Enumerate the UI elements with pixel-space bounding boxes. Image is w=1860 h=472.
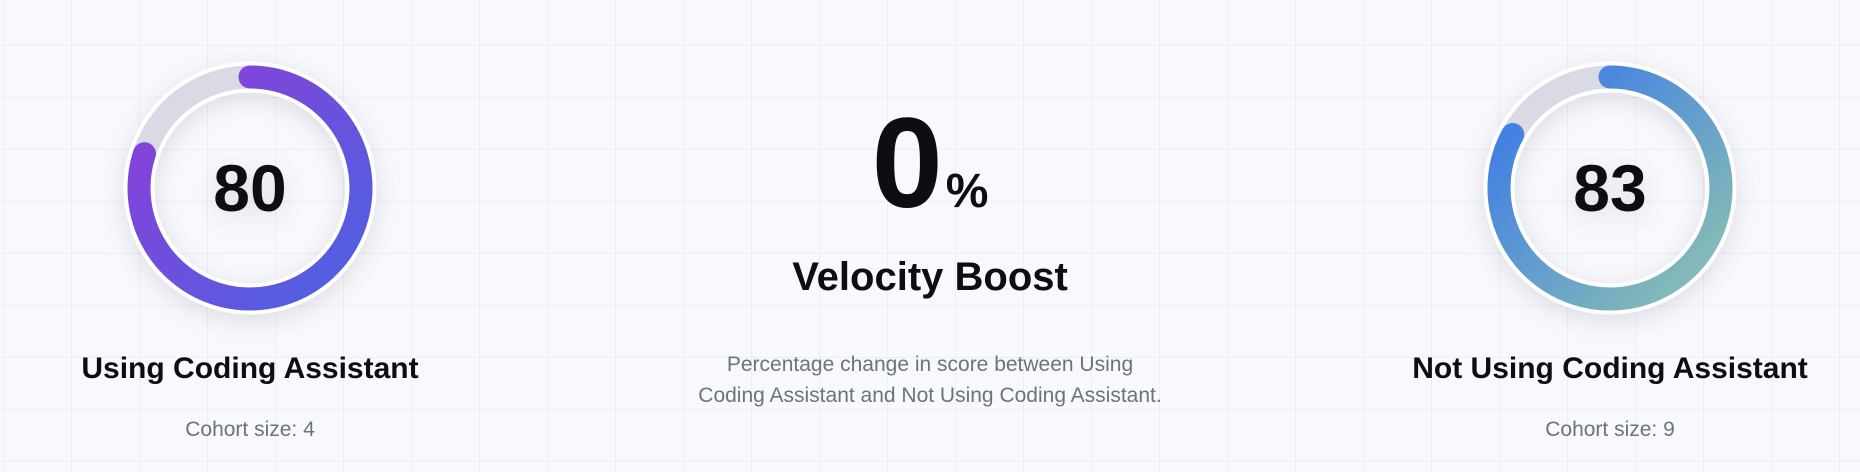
kpi-number: 0 % <box>872 100 989 228</box>
gauge-section-using-assistant: 80 Using Coding Assistant Cohort size: 4 <box>0 0 500 472</box>
kpi-section-velocity-boost: 0 % Velocity Boost Percentage change in … <box>500 0 1360 472</box>
gauge-progress-arc <box>1487 65 1733 311</box>
gauge-ring-not-using-assistant: 83 <box>1483 61 1737 315</box>
gauge-score-value: 83 <box>1573 151 1646 225</box>
kpi-title: Velocity Boost <box>792 255 1068 299</box>
kpi-unit: % <box>945 165 989 218</box>
gauge-score-value: 80 <box>213 151 286 225</box>
gauge-ring-using-assistant: 80 <box>123 61 377 315</box>
kpi-value: 0 <box>871 92 943 235</box>
gauge-section-not-using-assistant: 83 Not Using Coding Assistant Cohort siz… <box>1360 0 1860 472</box>
gauge-label-using-assistant: Using Coding Assistant <box>81 352 419 385</box>
cohort-size-using-assistant: Cohort size: 4 <box>185 418 315 442</box>
gauge-progress-arc <box>127 65 373 311</box>
kpi-description: Percentage change in score between Using… <box>698 352 1162 408</box>
cohort-size-not-using-assistant: Cohort size: 9 <box>1545 418 1675 442</box>
gauge-label-not-using-assistant: Not Using Coding Assistant <box>1412 352 1808 385</box>
